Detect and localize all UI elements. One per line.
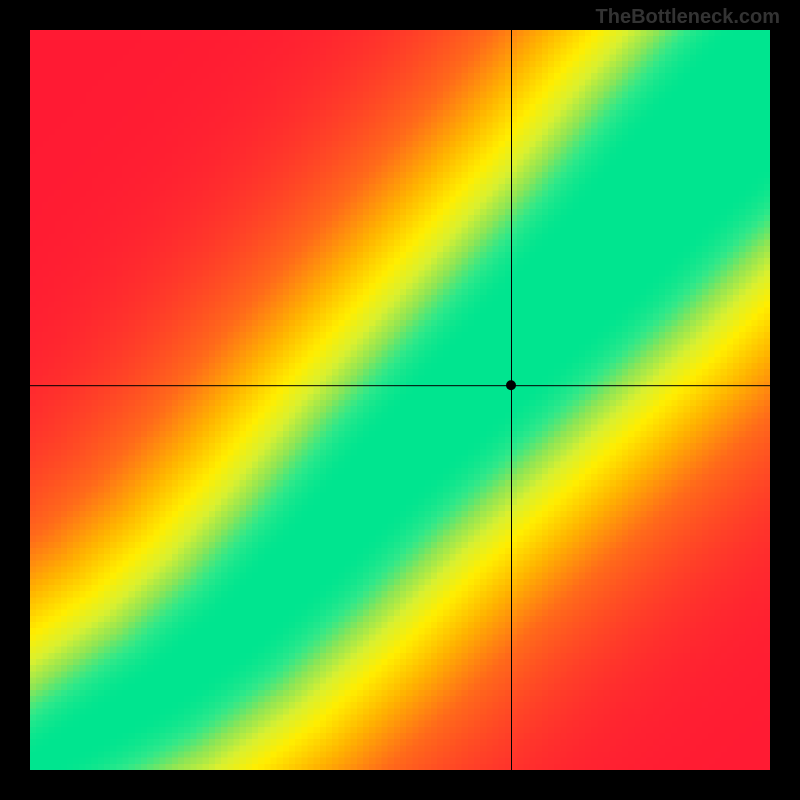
overlay-canvas (30, 30, 770, 770)
chart-root: { "watermark": { "text": "TheBottleneck.… (0, 0, 800, 800)
watermark-text: TheBottleneck.com (596, 6, 780, 29)
heatmap-plot (30, 30, 770, 770)
